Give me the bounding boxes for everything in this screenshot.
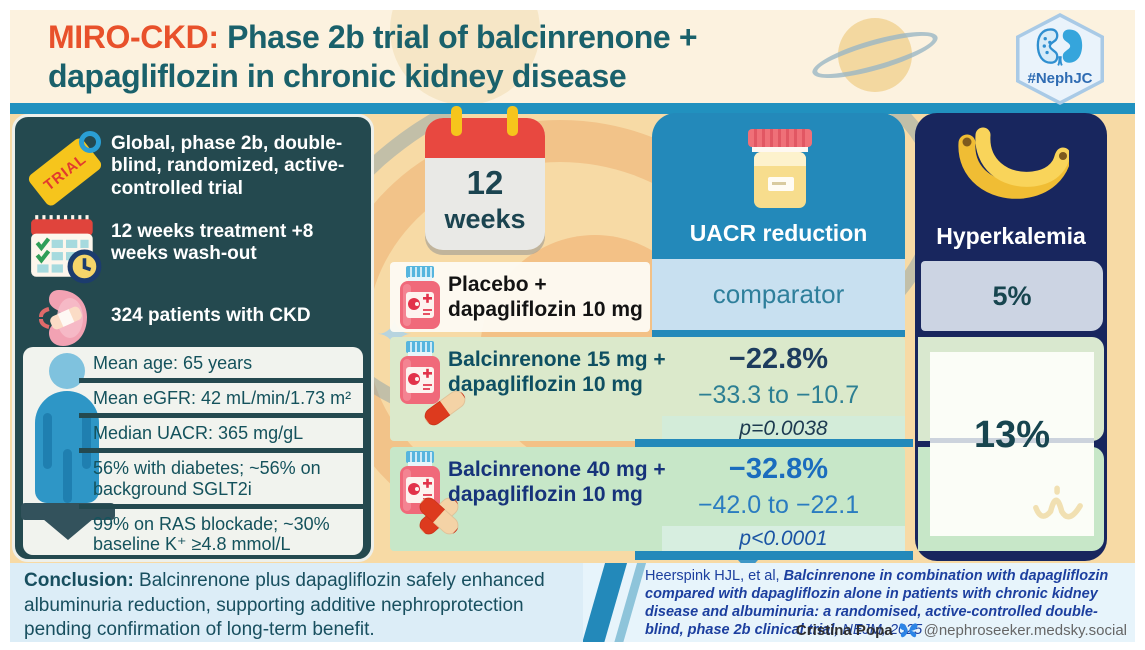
- uacr-result-40mg: −32.8% −42.0 to −22.1: [652, 447, 905, 551]
- conclusion-text: Conclusion: Balcinrenone plus dapagliflo…: [24, 570, 545, 641]
- trial-tag-icon: TRIAL: [26, 131, 107, 208]
- stat-mean-age: Mean age: 65 years: [93, 353, 253, 373]
- decor-planet: [838, 18, 912, 92]
- fact-patients: 324 patients with CKD: [111, 305, 311, 326]
- arm-row-placebo: Placebo + dapagliflozin 10 mg: [390, 262, 650, 332]
- conclusion-label: Conclusion:: [24, 570, 134, 591]
- uacr-confidence-interval: −42.0 to −22.1: [697, 491, 860, 519]
- comparator-label: comparator: [712, 279, 845, 309]
- hyperkalemia-column-label: Hyperkalemia: [936, 223, 1086, 249]
- citation-title: Balcinrenone in combination with dapagli…: [645, 568, 1109, 638]
- divider: [79, 378, 365, 384]
- duration-value: 12: [466, 164, 504, 201]
- credit-handle: @nephroseeker.medsky.social: [923, 621, 1127, 639]
- page-title: MIRO-CKD: Phase 2b trial of balcinrenone…: [48, 19, 698, 95]
- uacr-change-value: −22.8%: [728, 343, 829, 375]
- title-band: MIRO-CKD: Phase 2b trial of balcinrenone…: [10, 10, 1135, 103]
- medicine-bottle-icon: [400, 266, 440, 329]
- study-design-panel: TRIAL Global, phase 2b, double-blind, ra…: [12, 114, 374, 562]
- author-credit: Cristina Popa @nephroseeker.medsky.socia…: [796, 621, 1127, 639]
- citation-text: Heerspink HJL, et al, Balcinrenone in co…: [645, 568, 1109, 640]
- divider: [79, 413, 365, 419]
- arm-row-balcinrenone-40: Balcinrenone 40 mg + dapagliflozin 10 mg…: [390, 447, 905, 551]
- arm-name: Balcinrenone 15 mg + dapagliflozin 10 mg: [448, 348, 666, 396]
- trial-acronym: MIRO-CKD: [48, 19, 209, 55]
- uacr-change-value: −32.8%: [728, 453, 829, 485]
- hyperkalemia-combined-cell: 13%: [930, 352, 1094, 536]
- urine-sample-icon: [748, 129, 812, 208]
- stat-median-uacr: Median UACR: 365 mg/gL: [93, 423, 304, 444]
- banana-peel-icon: [1033, 485, 1083, 520]
- uacr-result-15mg: −22.8% −33.3 to −10.7: [652, 337, 905, 441]
- title-divider-bar: [10, 103, 1135, 114]
- uacr-column-band: [652, 330, 905, 337]
- divider: [79, 448, 365, 454]
- stat-mean-egfr: Mean eGFR: 42 mL/min/1.73 m²: [93, 388, 352, 409]
- citation-box: Heerspink HJL, et al, Balcinrenone in co…: [583, 563, 1135, 642]
- bluesky-butterfly-icon: [899, 623, 917, 638]
- stat-diabetes-sglt2i: 56% with diabetes; ~56% on background SG…: [93, 458, 321, 499]
- tag-ring: [79, 131, 101, 153]
- divider: [79, 503, 365, 509]
- duration-calendar-icon: 12 weeks: [425, 106, 545, 250]
- row-divider-bar: [635, 439, 913, 447]
- uacr-column-header: UACR reduction: [652, 113, 905, 259]
- credit-name: Cristina Popa: [795, 621, 893, 639]
- row-divider-line: [930, 438, 1094, 443]
- person-icon: [21, 353, 131, 557]
- hyperkalemia-column: Hyperkalemia 5% 13%: [915, 113, 1107, 561]
- hyperkalemia-combined-value: 13%: [973, 414, 1051, 456]
- p-value-strip: p=0.0038: [662, 416, 905, 441]
- citation-authors: Heerspink HJL, et al,: [645, 568, 784, 584]
- baseline-stats-list: Mean age: 65 years Mean eGFR: 42 mL/min/…: [79, 348, 365, 559]
- uacr-column-label: UACR reduction: [689, 220, 868, 246]
- trial-tag-label: TRIAL: [40, 150, 90, 194]
- fact-design: Global, phase 2b, double-blind, randomiz…: [111, 133, 345, 199]
- arm-name: Placebo + dapagliflozin 10 mg: [448, 273, 643, 321]
- title-rest: Phase 2b trial of balcinrenone + dapagli…: [48, 19, 698, 95]
- hyperkalemia-cell-placebo: 5%: [921, 261, 1103, 331]
- fact-duration: 12 weeks treatment +8 weeks wash-out: [111, 221, 314, 265]
- infographic-stage: ✦ ✦ MIRO-CKD: Phase 2b trial of balcinre…: [10, 10, 1135, 642]
- arm-row-balcinrenone-15: Balcinrenone 15 mg + dapagliflozin 10 mg…: [390, 337, 905, 441]
- stat-ras-potassium: 99% on RAS blockade; ~30% baseline K⁺ ≥4…: [93, 513, 330, 554]
- duration-unit: weeks: [444, 204, 526, 234]
- medicine-bottle-icon: [400, 341, 440, 404]
- uacr-confidence-interval: −33.3 to −10.7: [697, 381, 860, 409]
- nephjc-badge: #NephJC: [1010, 13, 1110, 105]
- nephjc-label: #NephJC: [1027, 70, 1093, 87]
- calendar-clock-icon: [31, 215, 102, 284]
- kidney-icon: [39, 290, 87, 346]
- table-bottom-bar: [635, 551, 913, 560]
- conclusion-box: Conclusion: Balcinrenone plus dapagliflo…: [10, 563, 583, 642]
- arm-name: Balcinrenone 40 mg + dapagliflozin 10 mg: [448, 458, 666, 506]
- nephjc-kidneys-icon: [1036, 28, 1083, 66]
- bananas-icon: [958, 127, 1069, 199]
- uacr-cell-placebo: comparator: [652, 259, 905, 330]
- p-value-strip: p<0.0001: [662, 526, 905, 551]
